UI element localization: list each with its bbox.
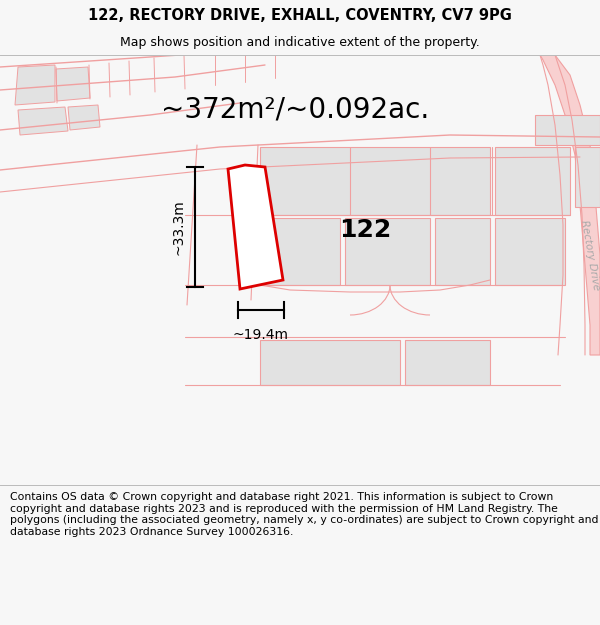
Text: ~33.3m: ~33.3m: [172, 199, 186, 255]
Polygon shape: [405, 340, 490, 385]
Polygon shape: [260, 340, 400, 385]
Polygon shape: [15, 65, 55, 105]
Polygon shape: [260, 218, 340, 285]
Polygon shape: [540, 55, 600, 355]
Text: ~19.4m: ~19.4m: [233, 328, 289, 342]
Polygon shape: [535, 115, 600, 145]
Text: 122: 122: [339, 218, 391, 242]
Text: Map shows position and indicative extent of the property.: Map shows position and indicative extent…: [120, 36, 480, 49]
Polygon shape: [18, 107, 68, 135]
Text: Rectory Drive: Rectory Drive: [579, 219, 600, 291]
Text: ~372m²/~0.092ac.: ~372m²/~0.092ac.: [161, 96, 429, 124]
Polygon shape: [575, 147, 600, 207]
Polygon shape: [68, 105, 100, 130]
Text: 122, RECTORY DRIVE, EXHALL, COVENTRY, CV7 9PG: 122, RECTORY DRIVE, EXHALL, COVENTRY, CV…: [88, 8, 512, 23]
Polygon shape: [345, 218, 430, 285]
Polygon shape: [495, 147, 570, 215]
Polygon shape: [435, 218, 490, 285]
Polygon shape: [260, 147, 490, 215]
Polygon shape: [228, 165, 283, 289]
Polygon shape: [56, 67, 90, 101]
Polygon shape: [495, 218, 565, 285]
Text: Contains OS data © Crown copyright and database right 2021. This information is : Contains OS data © Crown copyright and d…: [10, 492, 599, 537]
